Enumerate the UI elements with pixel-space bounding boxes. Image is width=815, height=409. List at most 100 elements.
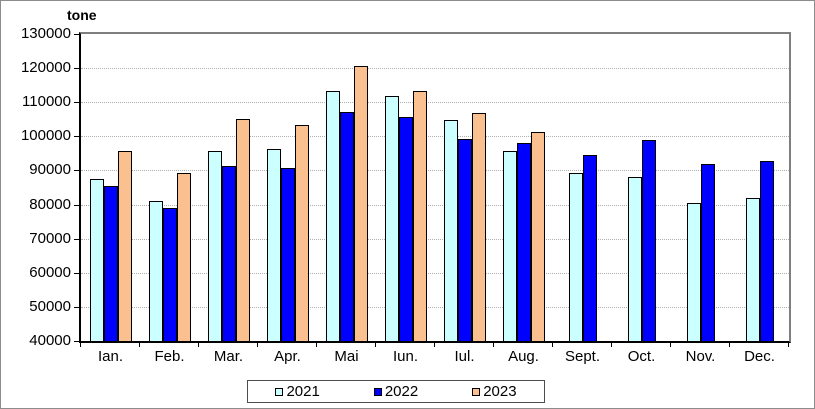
bar-2022-dec <box>759 161 774 341</box>
gridline-100000 <box>81 136 789 137</box>
y-axis-tick <box>74 273 80 274</box>
gridline-80000 <box>81 205 789 206</box>
bar-2022-oct <box>641 140 656 341</box>
bar-group-apr <box>258 34 317 341</box>
bar-2022-mar <box>221 166 236 341</box>
bar-group-sept <box>553 34 612 341</box>
bar-2022-aug <box>516 143 531 341</box>
legend-swatch-2022 <box>373 387 382 396</box>
x-axis-label-aug: Aug. <box>508 348 539 365</box>
bar-2023-mar <box>235 119 250 341</box>
bar-2023-apr <box>294 125 309 341</box>
bar-2021-apr <box>266 149 281 341</box>
bar-2022-apr <box>280 168 295 341</box>
x-axis-tick <box>198 341 199 347</box>
x-axis-label-feb: Feb. <box>154 348 185 365</box>
y-axis-label: 40000 <box>29 332 71 349</box>
y-axis-label: 60000 <box>29 264 71 281</box>
bar-2022-iul <box>457 139 472 341</box>
bar-group-iul <box>435 34 494 341</box>
y-axis-label: 100000 <box>20 127 71 144</box>
bar-2021-mai <box>325 91 340 341</box>
y-axis-unit-label: tone <box>67 7 97 23</box>
bar-2022-nov <box>700 164 715 341</box>
x-axis-tick <box>493 341 494 347</box>
x-axis-labels: Ian. Feb. Mar. Apr. Mai Iun. Iul. Aug. Sept. Oct.… <box>81 348 789 365</box>
x-axis-tick <box>788 341 789 347</box>
legend: 2021 2022 2023 <box>247 380 545 403</box>
legend-entry-2022: 2022 <box>373 383 419 400</box>
bar-2022-mai <box>339 112 354 341</box>
legend-swatch-2023 <box>472 387 481 396</box>
y-axis-label: 120000 <box>20 59 71 76</box>
x-axis-label-mai: Mai <box>334 348 359 365</box>
bar-2021-aug <box>502 151 517 341</box>
bar-2022-feb <box>162 208 177 341</box>
gridline-90000 <box>81 170 789 171</box>
x-axis-label-dec: Dec. <box>744 348 775 365</box>
bar-2021-ian <box>89 179 104 341</box>
x-axis-label-iun: Iun. <box>392 348 419 365</box>
legend-swatch-2021 <box>275 387 284 396</box>
gridline-50000 <box>81 307 789 308</box>
x-axis-tick <box>316 341 317 347</box>
bar-2021-dec <box>745 198 760 341</box>
bar-2023-feb <box>176 173 191 341</box>
y-axis-tick <box>74 34 80 35</box>
x-axis-label-sept: Sept. <box>564 348 601 365</box>
x-axis-tick <box>80 341 81 347</box>
x-axis-label-apr: Apr. <box>274 348 301 365</box>
x-axis-tick <box>552 341 553 347</box>
legend-entry-2021: 2021 <box>275 383 320 400</box>
bar-2022-ian <box>103 186 118 341</box>
bar-2021-mar <box>207 151 222 341</box>
y-axis-tick <box>74 341 80 342</box>
y-axis-tick <box>74 205 80 206</box>
y-axis-tick <box>74 102 80 103</box>
y-axis-tick <box>74 68 80 69</box>
bar-2021-nov <box>686 203 701 341</box>
gridline-110000 <box>81 102 789 103</box>
y-axis-label: 130000 <box>20 25 71 42</box>
bar-2021-iun <box>384 96 399 341</box>
plot-border <box>79 32 791 343</box>
x-axis-tick <box>139 341 140 347</box>
bar-group-dec <box>730 34 789 341</box>
x-axis-label-ian: Ian. <box>97 348 124 365</box>
y-axis-label: 110000 <box>22 93 71 110</box>
legend-label-2022: 2022 <box>384 383 419 400</box>
bar-2021-sept <box>568 173 583 341</box>
y-axis-label: 50000 <box>29 298 71 315</box>
legend-label-2023: 2023 <box>483 383 517 400</box>
bar-2023-iul <box>471 113 486 341</box>
gridline-120000 <box>81 68 789 69</box>
bar-2023-aug <box>530 132 545 341</box>
x-axis-label-iul: Iul. <box>454 348 475 365</box>
bar-group-oct <box>612 34 671 341</box>
x-axis-tick <box>375 341 376 347</box>
bar-2022-sept <box>582 155 597 341</box>
legend-label-2021: 2021 <box>286 383 320 400</box>
y-axis-tick <box>74 239 80 240</box>
bar-group-mai <box>317 34 376 341</box>
plot-area <box>81 34 789 341</box>
x-axis-tick <box>729 341 730 347</box>
y-axis-tick <box>74 136 80 137</box>
bar-group-feb <box>140 34 199 341</box>
bar-2021-feb <box>148 201 163 341</box>
bar-group-mar <box>199 34 258 341</box>
bar-2023-ian <box>117 151 132 341</box>
x-axis-tick <box>611 341 612 347</box>
y-axis-tick <box>74 170 80 171</box>
y-axis-label: 90000 <box>29 161 71 178</box>
y-axis-tick <box>74 307 80 308</box>
bar-2021-oct <box>627 177 642 341</box>
x-axis-label-mar: Mar. <box>213 348 244 365</box>
bar-group-ian <box>81 34 140 341</box>
x-axis-tick <box>434 341 435 347</box>
gridline-60000 <box>81 273 789 274</box>
bar-groups <box>81 34 789 341</box>
bar-2021-iul <box>443 120 458 341</box>
bar-group-iun <box>376 34 435 341</box>
